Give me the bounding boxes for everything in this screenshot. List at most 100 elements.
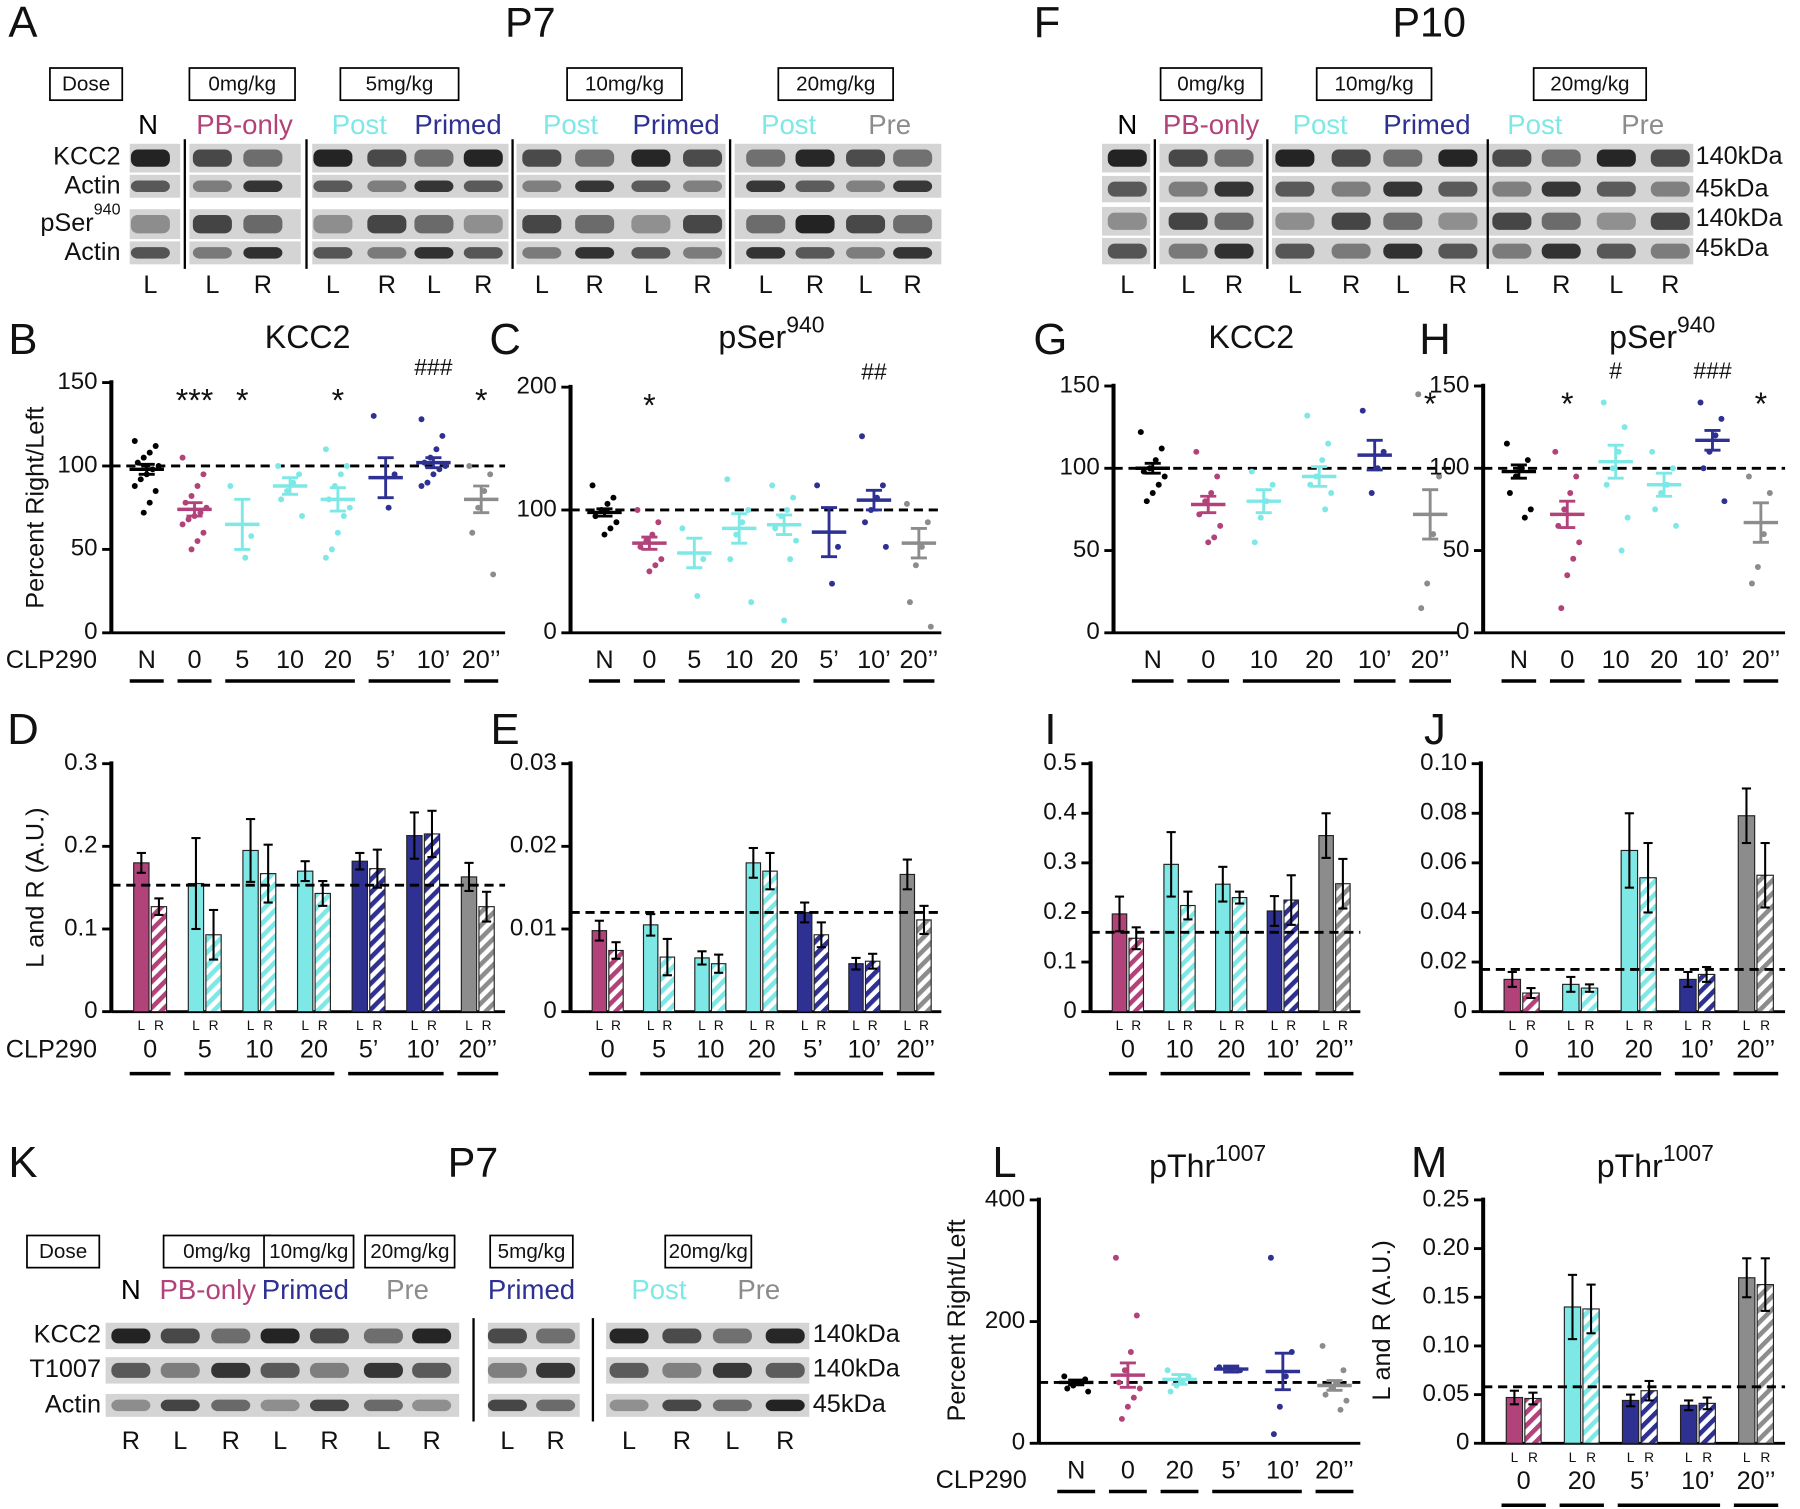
- data-point: [1700, 465, 1707, 472]
- blot-band: [575, 247, 615, 259]
- group-label: Pre: [386, 1274, 429, 1305]
- bar-side-label: L: [1322, 1018, 1330, 1033]
- data-point: [322, 554, 329, 561]
- significance: ###: [414, 354, 453, 380]
- y-tick-label: 0.2: [64, 832, 98, 859]
- y-tick-label: 0: [543, 618, 556, 645]
- blot-band: [412, 1328, 452, 1344]
- data-point: [1211, 534, 1218, 541]
- x-tick-label: 0: [601, 1035, 615, 1063]
- data-point: [610, 494, 617, 501]
- data-point: [1269, 481, 1276, 488]
- data-point: [1576, 539, 1583, 546]
- data-point: [1202, 498, 1209, 505]
- panel-letter: K: [8, 1139, 37, 1187]
- blot-band: [522, 214, 562, 234]
- blot-band: [1168, 212, 1208, 230]
- lane-label: L: [1120, 271, 1134, 299]
- y-tick-label: 100: [1429, 454, 1469, 481]
- blot-band: [1492, 181, 1532, 197]
- data-point: [1205, 539, 1212, 546]
- data-point: [370, 412, 377, 419]
- y-tick-label: 0: [1456, 618, 1469, 645]
- x-tick-label: 10: [1566, 1035, 1594, 1063]
- blot-band: [414, 247, 454, 259]
- row-label: Actin: [45, 1390, 101, 1418]
- x-tick-label: 0: [1201, 646, 1215, 674]
- blot-band: [765, 1399, 805, 1412]
- dose-box: [162, 1234, 272, 1269]
- bar-side-label: R: [1702, 1018, 1712, 1033]
- data-point: [1118, 1415, 1125, 1422]
- bar-side-label: L: [1684, 1018, 1692, 1033]
- x-tick-label: 5: [198, 1035, 212, 1063]
- x-tick-label: 0: [1517, 1467, 1531, 1495]
- data-point: [658, 556, 665, 563]
- bar-side-label: R: [919, 1018, 929, 1033]
- x-tick-label: 20: [300, 1035, 328, 1063]
- blot-band: [313, 247, 353, 259]
- data-point: [784, 507, 791, 513]
- bar-side-label: L: [1116, 1018, 1124, 1033]
- data-point: [787, 556, 794, 563]
- lane-label: L: [427, 271, 441, 299]
- lane-label: L: [273, 1427, 287, 1455]
- group-label: Pre: [737, 1274, 780, 1305]
- data-point: [290, 479, 297, 486]
- blot-band: [522, 247, 562, 259]
- blot-band: [192, 247, 232, 259]
- blot-band: [746, 214, 786, 234]
- data-point: [724, 476, 731, 483]
- data-point: [1573, 473, 1580, 480]
- data-point: [829, 580, 836, 587]
- data-point: [1155, 481, 1162, 488]
- chart-title-main: KCC2: [1208, 320, 1294, 356]
- lane-label: R: [904, 271, 922, 299]
- blot-band: [1383, 243, 1423, 259]
- data-point: [793, 537, 800, 544]
- blot-band: [846, 247, 886, 259]
- data-point: [481, 488, 488, 494]
- blot-band: [130, 247, 170, 259]
- bar: [1318, 835, 1334, 1013]
- blot-band: [192, 180, 232, 192]
- y-tick-label: 50: [71, 535, 98, 562]
- blot-band: [795, 247, 835, 259]
- y-tick-label: 150: [1060, 371, 1100, 398]
- blot-band: [130, 214, 170, 234]
- blot-band: [1650, 243, 1690, 259]
- data-point: [343, 462, 350, 469]
- blot-band: [211, 1328, 251, 1344]
- bar-side-label: R: [1585, 1018, 1595, 1033]
- data-point: [1600, 399, 1607, 406]
- data-point: [1430, 531, 1437, 538]
- data-point: [1503, 440, 1510, 447]
- data-point: [1721, 498, 1728, 505]
- blot-band: [313, 214, 353, 234]
- dose-box: [1532, 67, 1648, 102]
- lane-label: R: [1342, 271, 1360, 299]
- bar-side-label: L: [801, 1018, 809, 1033]
- bar: [423, 833, 441, 1013]
- x-tick-label: 20: [324, 646, 352, 674]
- dose-box: [566, 67, 683, 102]
- significance: *: [332, 383, 345, 419]
- data-point: [278, 496, 285, 503]
- blot-band: [746, 149, 786, 167]
- data-point: [652, 562, 659, 569]
- data-point: [862, 519, 868, 526]
- bar-side-label: R: [765, 1018, 775, 1033]
- data-point: [424, 479, 431, 486]
- blot-band: [363, 1362, 403, 1378]
- y-tick-label: 0.1: [64, 914, 98, 941]
- blot-band: [160, 1328, 200, 1344]
- x-tick-label: 10’: [857, 646, 891, 674]
- lane-label: R: [586, 271, 604, 299]
- data-point: [589, 482, 596, 489]
- group-label: Post: [543, 109, 598, 140]
- x-axis-label: CLP290: [936, 1466, 1027, 1494]
- bar-side-label: R: [209, 1018, 219, 1033]
- blot-band: [487, 1362, 527, 1378]
- blot-band: [1438, 212, 1478, 230]
- blot-band: [1438, 243, 1478, 259]
